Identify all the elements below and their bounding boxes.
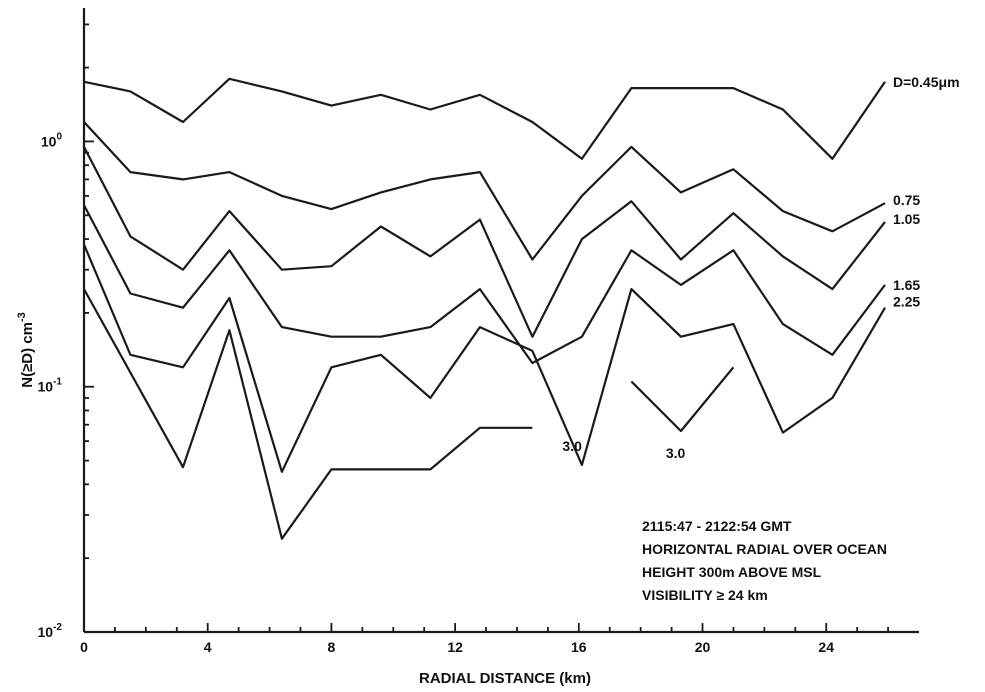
annotation-time: 2115:47 - 2122:54 GMT (642, 518, 792, 534)
y-tick-exponent: -1 (53, 377, 62, 388)
chart-series-labels: D=0.45μm 0.75 1.05 1.652.25 3.0 3.0 (562, 74, 959, 461)
y-tick-base: 10 (38, 624, 54, 640)
series-label-4: 2.25 (893, 294, 920, 310)
annotation-block: 2115:47 - 2122:54 GMT HORIZONTAL RADIAL … (642, 518, 887, 603)
x-tick-label: 8 (328, 639, 336, 655)
series-label-5: 3.0 (562, 438, 582, 454)
series-label-6: 3.0 (666, 445, 686, 461)
series-label-3: 1.65 (893, 277, 920, 293)
y-tick-exponent: -2 (53, 622, 62, 633)
series-line-3 (83, 204, 886, 365)
series-label-2: 1.05 (893, 211, 920, 227)
x-tick-label: 12 (447, 639, 463, 655)
series-line-5 (83, 288, 533, 540)
x-tick-label: 24 (818, 639, 834, 655)
series-label-0: D=0.45μm (893, 74, 960, 90)
annotation-visibility: VISIBILITY ≥ 24 km (642, 587, 768, 603)
y-axis-title-exponent: -3 (16, 312, 28, 322)
x-tick-label: 16 (571, 639, 587, 655)
y-tick-exponent: 0 (56, 131, 62, 142)
y-tick-base: 10 (38, 379, 54, 395)
x-tick-label: 4 (204, 639, 212, 655)
y-tick-label: 100 (41, 131, 63, 149)
annotation-height: HEIGHT 300m ABOVE MSL (642, 564, 822, 580)
y-tick-label: 10-2 (38, 622, 63, 640)
y-tick-label: 10-1 (38, 377, 63, 395)
y-tick-base: 10 (41, 133, 57, 149)
series-line-2 (83, 146, 886, 338)
series-label-1: 0.75 (893, 192, 920, 208)
annotation-path: HORIZONTAL RADIAL OVER OCEAN (642, 541, 887, 557)
y-axis-title-text: N(≥D) cm (19, 322, 36, 388)
x-tick-label: 0 (80, 639, 88, 655)
series-line-4 (82, 244, 886, 473)
chart-series-group (82, 77, 886, 540)
series-line-6 (630, 366, 735, 433)
x-axis-title: RADIAL DISTANCE (km) (419, 670, 591, 687)
series-line-1 (83, 121, 886, 261)
y-axis-title: N(≥D) cm-3 (16, 312, 36, 388)
series-line-0 (83, 77, 886, 160)
x-tick-label: 20 (695, 639, 711, 655)
